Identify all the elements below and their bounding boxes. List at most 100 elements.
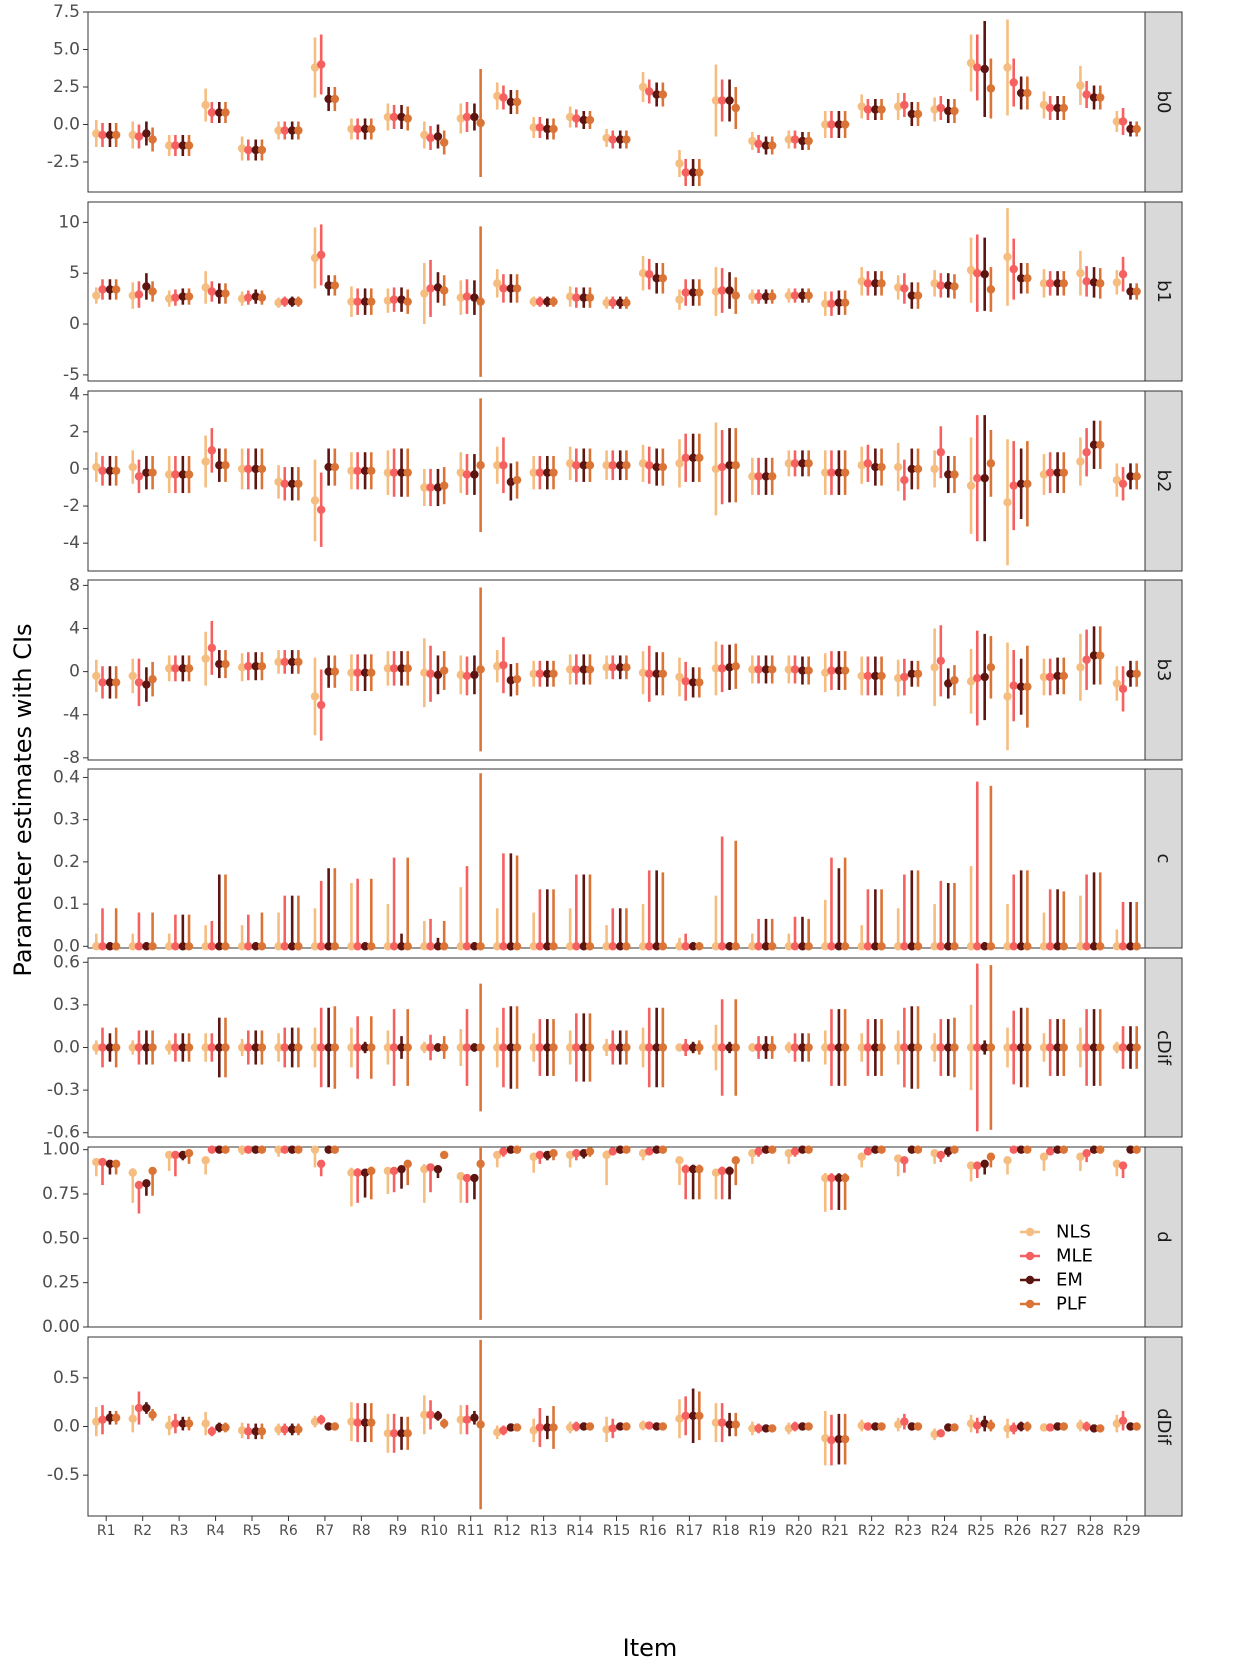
point-nls-r9	[383, 1043, 393, 1052]
point-nls-r4	[201, 100, 210, 110]
facet-strip-label: c	[1153, 854, 1174, 864]
point-plf-r19	[768, 1424, 777, 1433]
point-mle-r21	[827, 942, 836, 951]
x-tick-label: R10	[420, 1523, 448, 1539]
y-tick-label: 7.5	[53, 2, 80, 22]
point-mle-r25	[973, 474, 982, 483]
point-plf-r17	[695, 1043, 704, 1052]
point-plf-r24	[950, 470, 959, 479]
point-nls-r15	[602, 942, 611, 951]
point-mle-r22	[863, 1043, 873, 1052]
point-plf-r4	[221, 289, 230, 298]
point-mle-r21	[827, 666, 836, 675]
point-plf-r11	[476, 1159, 485, 1169]
point-mle-r23	[900, 100, 909, 110]
point-plf-r19	[768, 472, 777, 481]
point-mle-r11	[462, 470, 472, 479]
point-em-r21	[834, 468, 844, 477]
point-mle-r14	[572, 665, 581, 674]
point-mle-r10	[426, 133, 435, 143]
y-tick-label: 0.25	[42, 1273, 80, 1293]
point-em-r25	[980, 942, 989, 951]
point-plf-r7	[330, 942, 340, 951]
point-mle-r4	[207, 643, 217, 653]
point-mle-r15	[608, 298, 617, 307]
y-tick-label: 5.0	[53, 40, 80, 60]
point-mle-r29	[1118, 1416, 1128, 1425]
point-mle-r16	[645, 669, 654, 678]
point-plf-r2	[148, 1166, 157, 1176]
point-mle-r28	[1082, 1149, 1091, 1158]
point-em-r2	[142, 680, 151, 689]
point-em-r10	[433, 1411, 443, 1420]
point-mle-r5	[244, 1427, 253, 1436]
x-tick-label: R26	[1004, 1523, 1032, 1539]
point-em-r29	[1126, 942, 1135, 951]
point-mle-r23	[900, 672, 909, 682]
y-tick-label: 0.5	[53, 1368, 80, 1388]
point-nls-r21	[821, 1043, 830, 1052]
point-em-r26	[1016, 274, 1026, 283]
point-nls-r14	[565, 665, 575, 674]
x-tick-label: R11	[457, 1523, 485, 1539]
point-em-r29	[1126, 472, 1135, 481]
point-plf-r20	[804, 666, 813, 675]
point-mle-r7	[316, 942, 326, 951]
point-plf-r4	[221, 942, 230, 951]
point-nls-r26	[1003, 252, 1012, 262]
point-plf-r2	[148, 942, 157, 951]
point-mle-r29	[1118, 117, 1128, 126]
point-nls-r26	[1003, 498, 1012, 507]
point-plf-r24	[950, 1423, 959, 1432]
point-nls-r10	[420, 942, 429, 951]
x-tick-label: R19	[749, 1523, 777, 1539]
point-em-r27	[1053, 1145, 1062, 1154]
point-plf-r19	[768, 292, 777, 301]
point-mle-r2	[134, 1180, 144, 1190]
point-mle-r8	[353, 1043, 362, 1052]
point-em-r27	[1053, 671, 1062, 681]
point-em-r1	[105, 285, 115, 294]
point-em-r18	[725, 286, 734, 295]
point-mle-r22	[863, 671, 873, 681]
point-mle-r19	[754, 1424, 763, 1433]
point-mle-r5	[244, 464, 253, 474]
point-plf-r7	[330, 281, 340, 290]
point-plf-r29	[1132, 1145, 1141, 1154]
point-mle-r18	[717, 1043, 727, 1052]
point-mle-r3	[171, 141, 180, 150]
point-em-r6	[287, 126, 297, 135]
point-plf-r13	[549, 1423, 558, 1432]
point-plf-r25	[986, 1152, 996, 1161]
point-plf-r9	[403, 114, 412, 123]
point-mle-r22	[863, 459, 873, 468]
x-tick-label: R22	[858, 1523, 886, 1539]
point-mle-r25	[973, 268, 982, 278]
point-mle-r17	[681, 288, 690, 297]
point-mle-r1	[98, 285, 107, 294]
point-mle-r23	[900, 942, 909, 951]
point-mle-r10	[426, 483, 435, 492]
point-em-r5	[251, 292, 260, 301]
point-plf-r26	[1023, 274, 1032, 283]
point-plf-r28	[1096, 1043, 1105, 1052]
point-plf-r15	[622, 461, 631, 470]
point-mle-r19	[754, 139, 763, 149]
point-nls-r16	[638, 942, 648, 951]
point-plf-r24	[950, 1145, 959, 1154]
point-plf-r13	[549, 124, 558, 134]
point-nls-r11	[456, 1043, 465, 1052]
point-em-r18	[725, 96, 734, 105]
point-mle-r15	[608, 461, 617, 470]
point-plf-r22	[877, 105, 886, 114]
y-tick-label: 0	[69, 662, 80, 682]
point-nls-r4	[201, 1156, 210, 1165]
y-tick-label: 2	[69, 422, 80, 442]
point-mle-r7	[316, 1159, 326, 1169]
point-plf-r4	[221, 1145, 230, 1154]
point-em-r2	[142, 468, 151, 477]
point-mle-r10	[426, 1163, 435, 1172]
point-nls-r28	[1076, 457, 1085, 466]
point-em-r18	[725, 1043, 734, 1052]
point-em-r19	[761, 1424, 771, 1433]
